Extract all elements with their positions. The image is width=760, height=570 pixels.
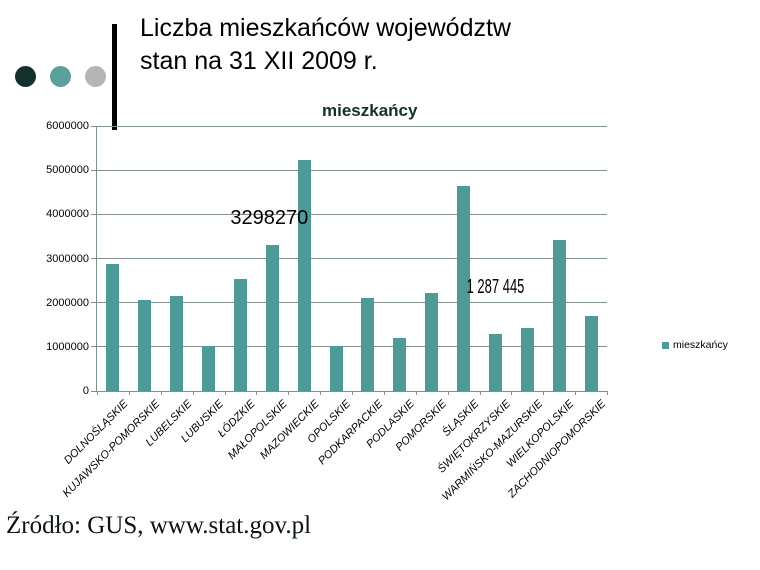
chart-bar xyxy=(233,278,247,391)
x-axis-tick xyxy=(352,391,353,395)
x-axis-tick xyxy=(447,391,449,395)
y-axis-label: 1000000 xyxy=(46,340,89,353)
chart-bar xyxy=(138,299,152,391)
bar-data-label: 3298270 xyxy=(189,208,349,228)
chart-bar xyxy=(425,292,439,391)
y-axis-tick xyxy=(91,169,97,171)
x-axis-tick xyxy=(415,391,417,395)
chart-bar xyxy=(520,327,534,391)
chart-bar xyxy=(202,346,216,391)
decor-dot-gray-icon xyxy=(85,66,106,87)
chart-bar xyxy=(106,263,120,391)
x-axis-tick xyxy=(511,391,513,395)
chart-bar xyxy=(552,240,566,391)
bar-data-label: 1 287 445 xyxy=(415,277,575,297)
y-axis-label: 2000000 xyxy=(46,296,89,309)
y-axis-tick xyxy=(91,346,97,348)
gridline xyxy=(97,169,607,171)
chart-legend: mieszkańcy xyxy=(662,340,728,351)
x-axis-tick xyxy=(128,391,130,395)
gridline xyxy=(97,346,607,348)
y-axis-tick xyxy=(91,258,97,259)
chart-bar xyxy=(361,298,375,391)
bar-data-label-text: 1 287 445 xyxy=(466,276,525,298)
x-axis-tick xyxy=(479,391,481,395)
legend-label: mieszkańcy xyxy=(673,339,728,351)
chart-title: mieszkańcy xyxy=(322,101,418,120)
x-axis-tick xyxy=(383,391,385,395)
chart-bar xyxy=(393,338,407,391)
x-axis-tick xyxy=(607,391,608,395)
y-axis-tick xyxy=(91,390,97,392)
x-axis-tick xyxy=(256,391,258,395)
chart-bar xyxy=(329,345,343,391)
chart-bar xyxy=(584,316,598,391)
chart-bar xyxy=(457,186,471,391)
x-axis-tick xyxy=(320,391,322,395)
gridline xyxy=(97,302,607,304)
x-axis-tick xyxy=(192,391,194,395)
gridline xyxy=(97,258,607,259)
bar-data-label-text: 3298270 xyxy=(230,207,309,229)
decor-dot-dark-icon xyxy=(15,66,36,87)
decor-dot-teal-icon xyxy=(50,66,71,87)
x-axis-tick xyxy=(543,391,545,395)
y-axis-tick xyxy=(91,302,97,304)
gridline xyxy=(97,213,607,215)
x-axis-tick xyxy=(288,391,290,395)
y-axis-tick xyxy=(91,125,97,127)
y-axis-line xyxy=(96,126,97,391)
chart-bar xyxy=(265,245,279,391)
y-axis-tick xyxy=(91,213,97,215)
x-axis-tick xyxy=(160,391,162,395)
title-accent-bar xyxy=(112,24,117,130)
slide-title-line1: Liczba mieszkańców województw xyxy=(140,14,511,42)
chart-bar xyxy=(170,296,184,391)
y-axis-label: 3000000 xyxy=(46,252,89,265)
gridline xyxy=(97,125,607,127)
y-axis-label: 0 xyxy=(82,385,89,397)
y-axis-label: 6000000 xyxy=(46,120,89,132)
source-text: Źródło: GUS, www.stat.gov.pl xyxy=(6,512,312,539)
y-axis-label: 5000000 xyxy=(46,164,89,177)
x-axis-tick xyxy=(97,391,98,395)
slide-title-line2: stan na 31 XII 2009 r. xyxy=(140,47,378,75)
chart-bar xyxy=(297,160,311,391)
y-axis-label: 4000000 xyxy=(46,208,89,221)
slide-title: Liczba mieszkańców województw stan na 31… xyxy=(140,12,511,78)
x-axis-tick xyxy=(575,391,577,395)
x-axis-tick xyxy=(224,391,226,395)
chart-bar xyxy=(488,334,502,391)
legend-swatch-icon xyxy=(662,342,669,349)
